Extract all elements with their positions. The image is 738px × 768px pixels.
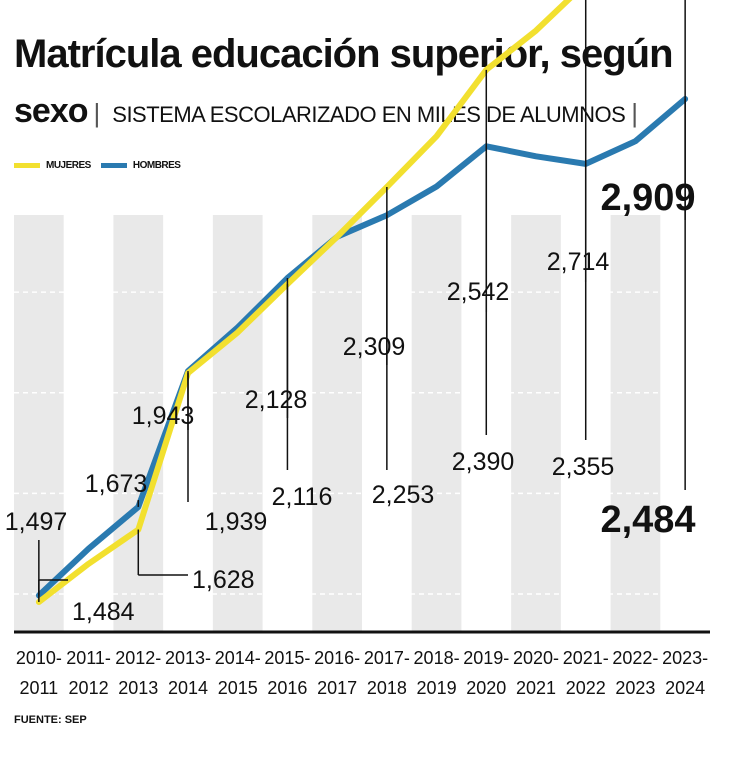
x-tick-label-13-line1: 2023- <box>662 648 708 668</box>
data-point-mujeres-10 <box>535 30 537 32</box>
x-tick-label-5-line1: 2015- <box>264 648 310 668</box>
chart-title-line2: sexo | SISTEMA ESCOLARIZADO EN MILES DE AL… <box>14 94 644 128</box>
data-label-mujeres-2: 1,628 <box>192 566 255 594</box>
data-label-hombres-11: 2,355 <box>552 453 615 481</box>
data-label-hombres-5: 2,128 <box>245 386 308 414</box>
title-separator: | <box>93 98 101 128</box>
legend-item-hombres: HOMBRES <box>100 160 181 171</box>
data-point-hombres-1 <box>88 548 90 550</box>
data-point-mujeres-6 <box>336 236 338 238</box>
data-label-hombres-2: 1,673 <box>85 470 148 498</box>
data-point-mujeres-1 <box>88 563 90 565</box>
data-label-hombres-7: 2,253 <box>372 481 435 509</box>
x-tick-label-0-line1: 2010- <box>16 648 62 668</box>
x-tick-label-3-line2: 2014 <box>168 678 208 698</box>
data-point-hombres-4 <box>237 326 239 328</box>
data-label-hombres-9: 2,390 <box>452 448 515 476</box>
x-tick-label-4-line1: 2014- <box>215 648 261 668</box>
x-tick-label-10-line2: 2021 <box>516 678 556 698</box>
x-tick-label-13-line2: 2024 <box>665 678 705 698</box>
legend-swatch-mujeres <box>14 163 40 168</box>
legend-item-mujeres: MUJERES <box>14 160 91 171</box>
x-tick-label-1-line1: 2011- <box>66 648 111 668</box>
column-band-12 <box>610 215 661 632</box>
x-tick-label-2-line2: 2013 <box>118 678 158 698</box>
chart-subtitle: SISTEMA ESCOLARIZADO EN MILES DE ALUMNOS <box>112 102 626 127</box>
series-line-mujeres <box>35 0 573 605</box>
data-label-mujeres-5: 2,116 <box>272 483 333 511</box>
legend-label-mujeres: MUJERES <box>46 160 91 171</box>
x-tick-label-8-line1: 2018- <box>414 648 460 668</box>
x-tick-label-5-line2: 2016 <box>267 678 307 698</box>
x-tick-label-12-line2: 2023 <box>615 678 655 698</box>
source-note: FUENTE: SEP <box>14 714 87 726</box>
legend: MUJERES HOMBRES <box>14 160 181 171</box>
x-tick-label-3-line1: 2013- <box>165 648 211 668</box>
data-label-hombres-13: 2,484 <box>600 499 695 541</box>
data-point-hombres-10 <box>535 155 537 157</box>
x-tick-label-2-line1: 2012- <box>115 648 161 668</box>
data-label-mujeres-9: 2,542 <box>447 278 510 306</box>
x-tick-label-11-line2: 2022 <box>566 678 606 698</box>
legend-label-hombres: HOMBRES <box>132 160 181 171</box>
x-tick-label-12-line1: 2022- <box>612 648 658 668</box>
data-label-mujeres-3: 1,939 <box>205 508 268 536</box>
chart-title: Matrícula educación superior, según <box>14 32 674 76</box>
data-label-mujeres-11: 2,714 <box>547 248 610 276</box>
x-tick-label-10-line1: 2020- <box>513 648 559 668</box>
data-point-hombres-12 <box>634 140 636 142</box>
x-tick-label-9-line1: 2019- <box>463 648 509 668</box>
x-tick-label-0-line2: 2011 <box>19 678 58 698</box>
series-line-hombres <box>35 96 689 599</box>
data-point-mujeres-8 <box>436 135 438 137</box>
x-tick-label-11-line1: 2021- <box>563 648 609 668</box>
data-label-mujeres-13: 2,909 <box>600 177 695 219</box>
column-band-10 <box>511 215 561 632</box>
x-tick-label-6-line1: 2016- <box>314 648 360 668</box>
data-point-hombres-8 <box>436 186 438 188</box>
data-label-hombres-0: 1,497 <box>5 508 68 536</box>
x-tick-label-1-line2: 2012 <box>69 678 109 698</box>
data-label-hombres-3: 1,943 <box>132 402 195 430</box>
x-tick-label-7-line1: 2017- <box>364 648 410 668</box>
column-band-4 <box>212 215 263 632</box>
data-point-mujeres-4 <box>237 331 239 333</box>
data-label-mujeres-7: 2,309 <box>343 333 406 361</box>
legend-swatch-hombres <box>100 163 127 168</box>
x-tick-label-7-line2: 2018 <box>367 678 407 698</box>
chart-title-sexo: sexo <box>14 92 88 130</box>
x-tick-label-9-line2: 2020 <box>466 678 506 698</box>
x-tick-label-6-line2: 2017 <box>317 678 357 698</box>
column-band-6 <box>312 215 362 632</box>
title-separator-end: | <box>631 98 639 128</box>
x-tick-label-4-line2: 2015 <box>218 678 258 698</box>
data-label-mujeres-0: 1,484 <box>72 598 135 626</box>
x-tick-label-8-line2: 2019 <box>417 678 457 698</box>
column-band-8 <box>411 215 462 632</box>
